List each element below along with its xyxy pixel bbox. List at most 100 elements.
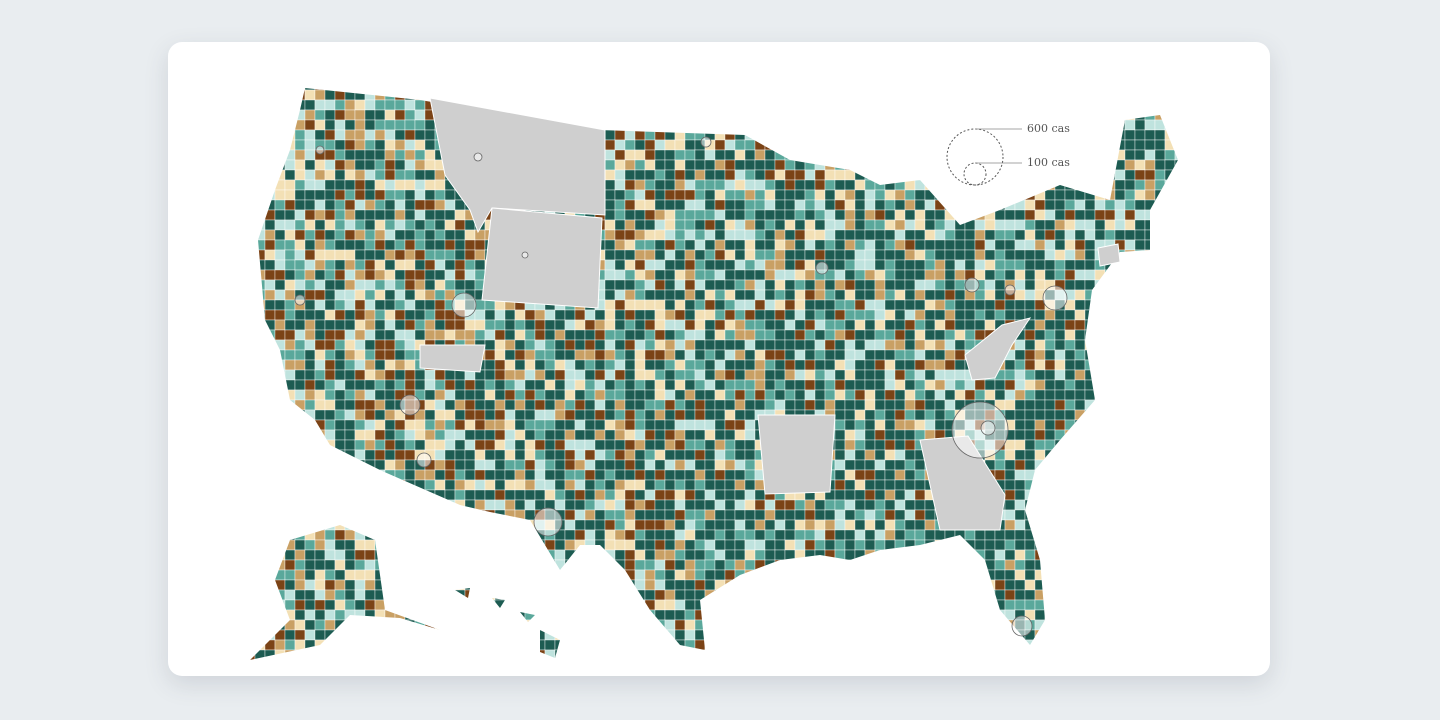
county: [1144, 459, 1156, 471]
county: [784, 529, 796, 541]
county: [384, 189, 396, 201]
county: [284, 349, 296, 361]
county: [1074, 529, 1086, 541]
county: [384, 579, 396, 591]
county: [984, 249, 996, 261]
county: [484, 429, 496, 441]
county: [604, 329, 616, 341]
county: [964, 219, 976, 231]
county: [594, 319, 606, 331]
county: [1064, 389, 1076, 401]
county: [774, 279, 786, 291]
county: [324, 319, 336, 331]
county: [344, 439, 356, 451]
county: [864, 599, 876, 611]
county: [574, 569, 586, 581]
county: [344, 359, 356, 371]
county: [664, 259, 676, 271]
county: [274, 129, 286, 141]
county: [1154, 489, 1166, 501]
county: [634, 179, 646, 191]
county: [294, 149, 306, 161]
county: [534, 559, 546, 571]
county: [934, 229, 946, 241]
county: [1044, 389, 1056, 401]
county: [784, 509, 796, 521]
county: [574, 389, 586, 401]
county: [294, 139, 306, 151]
county: [834, 399, 846, 411]
county: [334, 209, 346, 221]
county: [724, 439, 736, 451]
county: [250, 519, 256, 531]
county: [384, 479, 396, 491]
county: [274, 119, 286, 131]
county: [464, 429, 476, 441]
county: [904, 589, 916, 601]
county: [634, 409, 646, 421]
county: [304, 239, 316, 251]
county: [384, 88, 396, 91]
county: [384, 589, 396, 601]
county: [744, 369, 756, 381]
county: [614, 199, 626, 211]
county: [844, 159, 856, 171]
county: [994, 309, 1006, 321]
county: [654, 89, 666, 101]
county: [394, 289, 406, 301]
county: [1074, 279, 1086, 291]
county: [574, 89, 586, 101]
county: [504, 88, 516, 91]
county: [754, 359, 766, 371]
county: [314, 609, 326, 621]
county: [704, 239, 716, 251]
county: [924, 159, 936, 171]
county: [574, 329, 586, 341]
county: [250, 159, 256, 171]
county: [364, 109, 376, 121]
county: [894, 459, 906, 471]
county: [1114, 149, 1126, 161]
county: [264, 299, 276, 311]
county: [364, 529, 376, 541]
county: [404, 169, 416, 181]
county: [694, 109, 706, 121]
county: [844, 399, 856, 411]
county: [474, 599, 486, 611]
county: [364, 319, 376, 331]
county: [1014, 509, 1026, 521]
county: [424, 379, 436, 391]
county: [934, 179, 946, 191]
county: [1024, 88, 1036, 91]
county: [784, 229, 796, 241]
county: [784, 88, 796, 91]
county: [904, 299, 916, 311]
county: [714, 469, 726, 481]
county: [414, 589, 426, 601]
county: [824, 519, 836, 531]
county: [1074, 409, 1086, 421]
county: [1134, 99, 1146, 111]
county: [344, 159, 356, 171]
county: [1124, 159, 1136, 171]
county: [454, 509, 466, 521]
county: [404, 499, 416, 511]
county: [1074, 349, 1086, 361]
county: [334, 339, 346, 351]
county: [374, 419, 386, 431]
county: [614, 289, 626, 301]
county: [434, 89, 446, 101]
county: [694, 229, 706, 241]
county: [834, 129, 846, 141]
county: [264, 319, 276, 331]
county: [554, 549, 566, 561]
county: [544, 359, 556, 371]
county: [774, 379, 786, 391]
county: [394, 269, 406, 281]
county: [1174, 89, 1178, 101]
county: [664, 579, 676, 591]
county: [814, 88, 826, 91]
county: [254, 149, 266, 161]
county: [744, 469, 756, 481]
county: [674, 329, 686, 341]
